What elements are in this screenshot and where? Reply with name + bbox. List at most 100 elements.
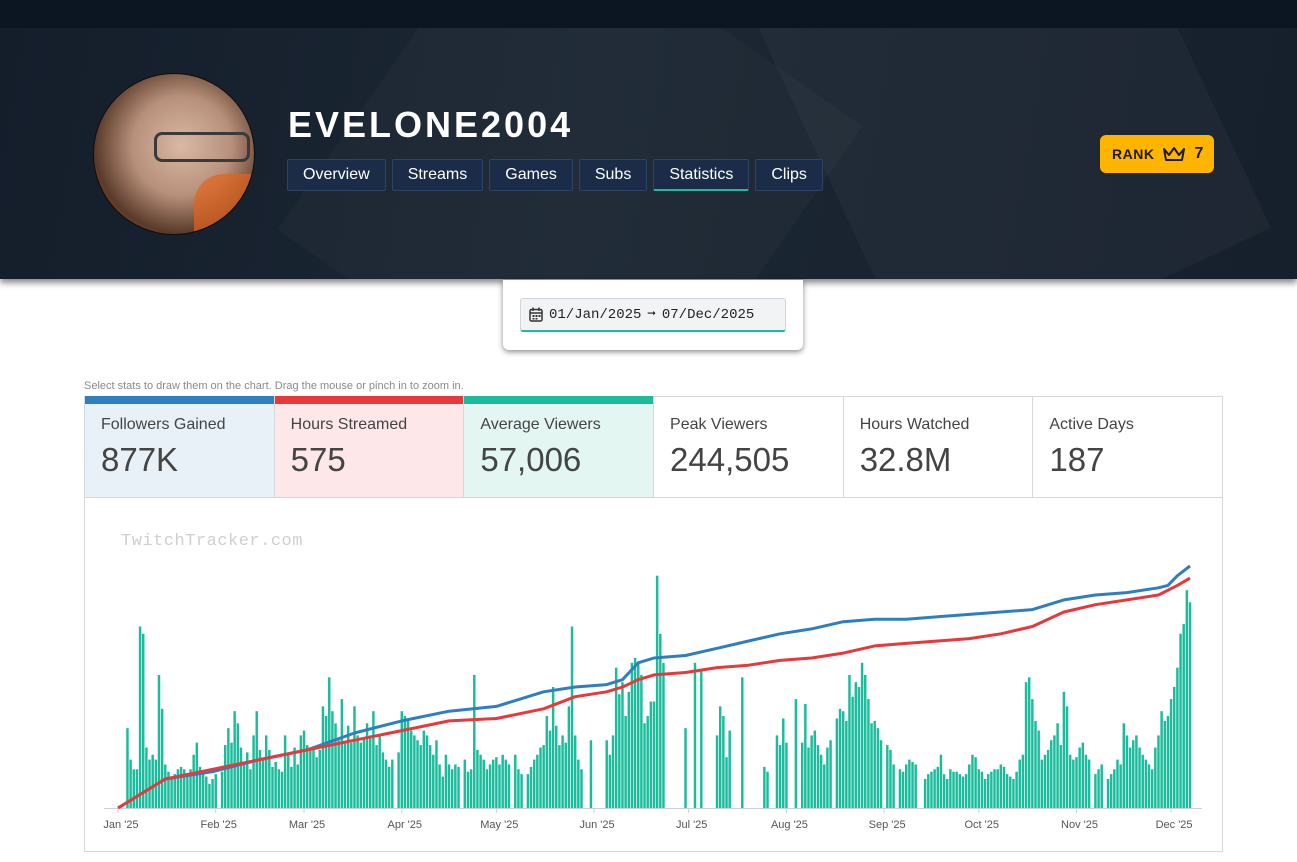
- date-range-picker[interactable]: 01/Jan/2025 ➞ 07/Dec/2025: [520, 298, 786, 332]
- average-viewers-bar: [179, 766, 183, 808]
- tab-streams[interactable]: Streams: [391, 159, 484, 191]
- x-tick-label: Jun '25: [580, 819, 615, 831]
- average-viewers-bar: [391, 759, 394, 808]
- average-viewers-bar: [129, 759, 132, 808]
- average-viewers-bar: [570, 626, 574, 808]
- average-viewers-bar: [1059, 745, 1062, 808]
- average-viewers-bar: [186, 774, 189, 808]
- average-viewers-bar: [908, 759, 911, 808]
- average-viewers-bar: [542, 745, 545, 808]
- average-viewers-bar: [1024, 682, 1028, 808]
- average-viewers-bar: [485, 769, 489, 808]
- tab-games[interactable]: Games: [489, 159, 573, 191]
- average-viewers-bar: [220, 771, 224, 808]
- average-viewers-bar: [356, 735, 359, 808]
- average-viewers-bar: [551, 687, 555, 808]
- average-viewers-bar: [365, 723, 369, 808]
- average-viewers-bar: [350, 742, 353, 808]
- stat-average-viewers[interactable]: Average Viewers 57,006: [464, 396, 655, 497]
- average-viewers-bar: [296, 764, 299, 808]
- channel-tabs: Overview Streams Games Subs Statistics C…: [287, 159, 823, 191]
- stat-followers-gained[interactable]: Followers Gained 877K: [85, 396, 275, 497]
- stat-peak-viewers[interactable]: Peak Viewers 244,505: [654, 397, 844, 497]
- stat-hours-streamed[interactable]: Hours Streamed 575: [274, 396, 465, 497]
- average-viewers-bar: [1160, 711, 1163, 808]
- average-viewers-bar: [277, 769, 281, 808]
- average-viewers-bar: [1027, 677, 1031, 808]
- average-viewers-bar: [362, 737, 366, 808]
- average-viewers-bar: [589, 740, 593, 808]
- average-viewers-bar: [990, 771, 993, 808]
- average-viewers-bar: [1173, 687, 1176, 808]
- average-viewers-bar: [778, 745, 782, 808]
- average-viewers-bar: [548, 730, 552, 808]
- average-viewers-bar: [659, 633, 662, 808]
- average-viewers-bar: [432, 754, 435, 808]
- average-viewers-bar: [375, 745, 378, 808]
- average-viewers-bar: [381, 752, 385, 808]
- average-viewers-bar: [520, 774, 523, 808]
- average-viewers-bar: [630, 662, 634, 808]
- average-viewers-bar: [419, 745, 422, 808]
- stat-active-days[interactable]: Active Days 187: [1033, 397, 1222, 497]
- average-viewers-bar: [785, 742, 788, 808]
- average-viewers-bar: [1084, 754, 1088, 808]
- average-viewers-bar: [1040, 759, 1044, 808]
- tab-overview[interactable]: Overview: [287, 159, 386, 191]
- date-end: 07/Dec/2025: [661, 306, 755, 323]
- stat-color-bar: [274, 396, 464, 404]
- average-viewers-bar: [851, 696, 854, 808]
- tab-subs[interactable]: Subs: [578, 159, 648, 191]
- average-viewers-bar: [141, 633, 145, 808]
- average-viewers-bar: [428, 745, 432, 808]
- stat-value: 187: [1049, 441, 1105, 478]
- average-viewers-bar: [627, 691, 631, 808]
- average-viewers-bar: [766, 771, 769, 808]
- average-viewers-bar: [952, 771, 955, 808]
- average-viewers-bar: [1018, 759, 1021, 808]
- average-viewers-bar: [561, 735, 564, 808]
- average-viewers-bar: [621, 682, 624, 808]
- average-viewers-bar: [983, 778, 987, 808]
- average-viewers-bar: [504, 759, 508, 808]
- average-viewers-bar: [633, 657, 637, 808]
- average-viewers-bar: [763, 766, 766, 808]
- tab-clips[interactable]: Clips: [755, 159, 823, 191]
- watermark: TwitchTracker.com: [121, 532, 303, 551]
- average-viewers-bar: [539, 747, 542, 808]
- average-viewers-bar: [927, 774, 930, 808]
- average-viewers-bar: [905, 764, 908, 808]
- average-viewers-bar: [501, 754, 504, 808]
- stats-chart-panel[interactable]: [84, 498, 1223, 852]
- average-viewers-bar: [274, 762, 277, 808]
- average-viewers-bar: [214, 774, 217, 808]
- average-viewers-bar: [1119, 764, 1122, 808]
- average-viewers-bar: [835, 718, 839, 808]
- x-tick-label: Jan '25: [103, 819, 138, 831]
- average-viewers-bar: [558, 745, 561, 808]
- average-viewers-bar: [573, 735, 577, 808]
- average-viewers-bar: [409, 730, 413, 808]
- average-viewers-bar: [268, 749, 271, 808]
- rank-badge[interactable]: RANK 7: [1100, 135, 1214, 173]
- average-viewers-bar: [823, 764, 826, 808]
- average-viewers-bar: [829, 740, 832, 808]
- average-viewers-bar: [725, 757, 728, 808]
- chart-hint: Select stats to draw them on the chart. …: [84, 380, 464, 392]
- average-viewers-bar: [876, 728, 880, 808]
- average-viewers-bar: [971, 754, 974, 808]
- average-viewers-bar: [980, 771, 984, 808]
- average-viewers-bar: [252, 735, 255, 808]
- average-viewers-bar: [1138, 747, 1141, 808]
- average-viewers-bar: [164, 764, 167, 808]
- average-viewers-bar: [936, 766, 939, 808]
- average-viewers-bar: [870, 723, 873, 808]
- tab-statistics[interactable]: Statistics: [653, 159, 750, 191]
- average-viewers-bar: [794, 699, 798, 808]
- average-viewers-bar: [923, 778, 927, 808]
- average-viewers-bar: [242, 764, 246, 808]
- stat-hours-watched[interactable]: Hours Watched 32.8M: [844, 397, 1034, 497]
- average-viewers-bar: [318, 749, 322, 808]
- average-viewers-bar: [441, 776, 444, 808]
